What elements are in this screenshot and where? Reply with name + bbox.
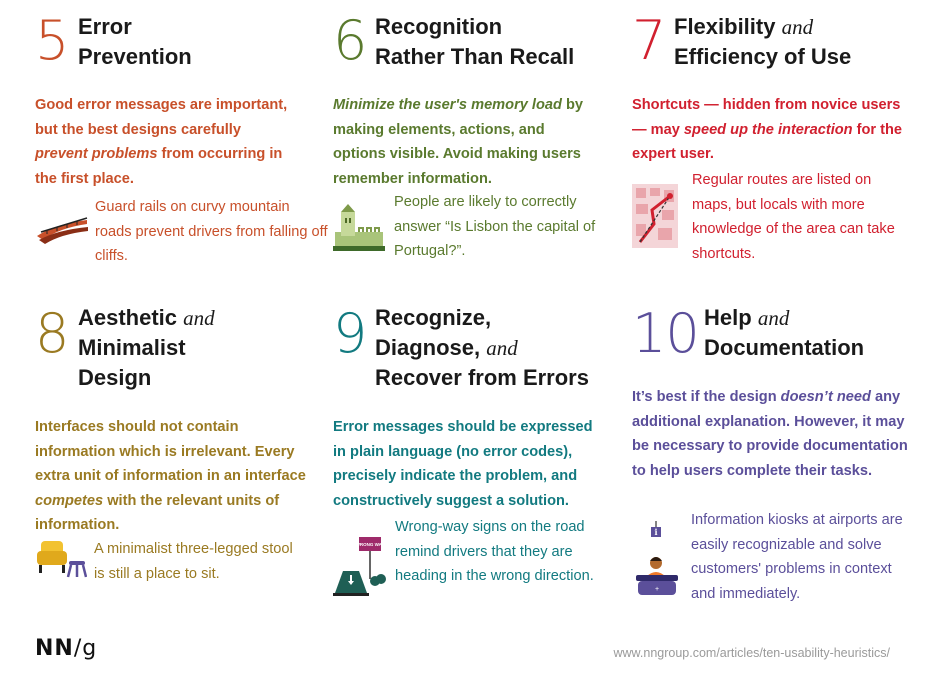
lisbon-tower-icon: [333, 204, 385, 251]
title-line: Recover from Errors: [375, 365, 589, 390]
armchair-stool-icon: [37, 541, 87, 578]
heuristic-card-10: 10 Help and Documentation It’s best if t…: [632, 303, 922, 613]
title-and: and: [757, 306, 790, 330]
title-line: Documentation: [704, 335, 865, 360]
heuristic-title: Error Prevention: [78, 12, 192, 72]
heuristic-number: 6: [333, 9, 367, 72]
svg-text:i: i: [654, 527, 657, 537]
title-line: Aesthetic: [78, 305, 178, 330]
heuristic-example: Regular routes are listed on maps, but l…: [692, 172, 895, 262]
title-line: Recognize,: [375, 305, 492, 330]
sign-text: WRONG WAY: [356, 542, 385, 547]
heuristic-card-8: 8 Aesthetic and Minimalist Design Interf…: [35, 303, 325, 603]
title-line: Flexibility: [674, 14, 776, 39]
title-line: Recognition: [375, 14, 503, 39]
heuristic-example: People are likely to correctly answer “I…: [394, 194, 596, 259]
heuristic-title: Help and Documentation: [704, 303, 864, 363]
title-line: Rather Than Recall: [375, 44, 575, 69]
title-and: and: [781, 15, 814, 39]
title-line: Error: [78, 14, 132, 39]
wrong-way-sign-icon: WRONG WAY: [333, 537, 386, 596]
svg-text:+: +: [655, 586, 659, 593]
heuristic-example: Information kiosks at airports are easil…: [691, 512, 903, 602]
source-url[interactable]: www.nngroup.com/articles/ten-usability-h…: [613, 646, 891, 660]
nng-logo: NN/g: [35, 636, 98, 661]
heuristic-description: It’s best if the design doesn’t need any…: [632, 389, 908, 479]
heuristic-number: 10: [632, 302, 700, 365]
heuristic-number: 8: [35, 302, 69, 365]
heuristic-title: Aesthetic and Minimalist Design: [78, 303, 215, 393]
heuristic-description: Interfaces should not contain informatio…: [35, 419, 306, 533]
title-and: and: [486, 336, 518, 360]
info-kiosk-icon: i +: [636, 521, 678, 595]
heuristic-description: Shortcuts — hidden from novice users — m…: [632, 97, 903, 162]
title-line: Efficiency of Use: [674, 44, 852, 69]
title-line: Help: [704, 305, 752, 330]
guard-rail-road-icon: [37, 217, 88, 244]
title-line: Prevention: [78, 44, 192, 69]
title-line: Minimalist: [78, 335, 186, 360]
heuristic-number: 9: [333, 302, 367, 365]
title-and: and: [183, 306, 215, 330]
heuristic-description: Minimize the user's memory load by makin…: [333, 97, 584, 187]
heuristic-title: Recognition Rather Than Recall: [375, 12, 574, 72]
heuristic-number: 5: [35, 9, 69, 72]
heuristic-example: A minimalist three-legged stool is still…: [94, 541, 293, 582]
heuristic-title: Flexibility and Efficiency of Use: [674, 12, 851, 72]
title-line: Diagnose,: [375, 335, 481, 360]
heuristic-description: Good error messages are important, but t…: [35, 97, 288, 187]
heuristic-card-5: 5 Error Prevention Good error messages a…: [35, 9, 328, 272]
map-icon: [632, 184, 678, 248]
heuristic-card-6: 6 Recognition Rather Than Recall Minimiz…: [333, 12, 623, 272]
heuristic-description: Error messages should be expressed in pl…: [333, 419, 593, 509]
heuristic-card-7: 7 Flexibility and Efficiency of Use Shor…: [632, 12, 922, 272]
heuristic-number: 7: [632, 9, 666, 72]
heuristic-example: Wrong-way signs on the road remind drive…: [395, 519, 594, 584]
heuristic-title: Recognize, Diagnose, and Recover from Er…: [375, 303, 589, 393]
title-line: Design: [78, 365, 152, 390]
heuristic-example: Guard rails on curvy mountain roads prev…: [95, 199, 328, 264]
heuristic-card-9: 9 Recognize, Diagnose, and Recover from …: [333, 303, 623, 613]
